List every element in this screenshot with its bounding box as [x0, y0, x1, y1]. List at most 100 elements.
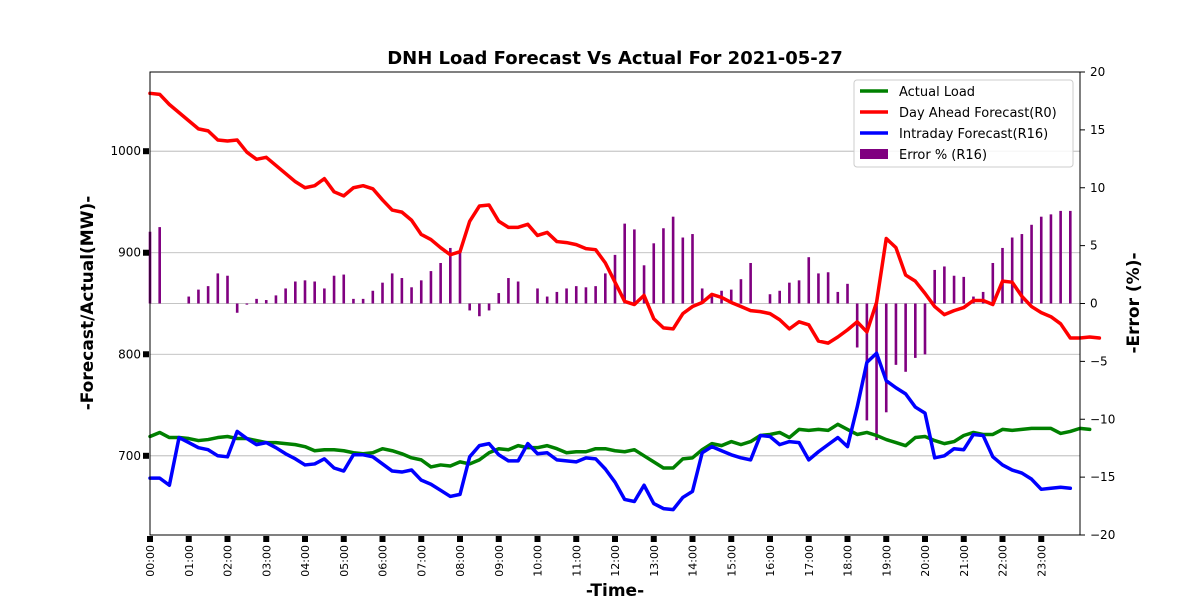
error-bar	[729, 289, 733, 304]
x-tick-mark	[379, 536, 386, 542]
error-bar	[1059, 210, 1062, 304]
error-bar	[313, 281, 316, 304]
legend-label: Intraday Forecast(R16)	[899, 127, 1048, 142]
error-bar	[691, 234, 694, 304]
x-tick-mark	[263, 536, 270, 542]
y-tick-mark	[143, 452, 149, 459]
y-tick-label: 800	[118, 347, 141, 361]
x-tick-mark	[418, 536, 425, 542]
x-tick-mark	[534, 536, 541, 542]
error-bar	[332, 275, 336, 304]
x-tick-label: 12:00	[609, 545, 622, 577]
x-tick-label: 04:00	[299, 545, 312, 577]
error-bar	[662, 228, 665, 304]
error-bar	[594, 286, 597, 304]
x-tick-mark	[457, 536, 463, 542]
error-bar	[545, 296, 549, 304]
error-bar	[943, 266, 946, 304]
left-axis-ticks: 700 800 900 1000	[110, 144, 149, 463]
error-bar	[739, 279, 743, 304]
grid-lines	[150, 150, 1080, 457]
y-axis-label: -Forecast/Actual(MW)-	[78, 196, 98, 411]
error-bar	[788, 282, 791, 304]
error-bar	[1039, 216, 1043, 304]
error-bar	[274, 295, 278, 304]
error-bar	[555, 291, 559, 304]
error-bar	[623, 223, 626, 304]
error-bar	[1001, 247, 1004, 304]
legend-swatch	[860, 149, 888, 159]
error-bar	[855, 303, 859, 348]
x-tick-label: 16:00	[764, 545, 777, 577]
error-bars	[148, 210, 1072, 441]
line-intraday-forecast-r16	[148, 351, 1073, 512]
error-bar	[933, 269, 936, 304]
x-tick-mark	[573, 536, 580, 542]
x-tick-label: 05:00	[338, 545, 351, 577]
x-tick-label: 01:00	[183, 545, 196, 577]
x-axis-ticks: 00:00 01:00 02:00 03:00 04:00 05:00 06:00 07:00…	[144, 536, 1048, 577]
y2-tick-label: −15	[1090, 470, 1115, 484]
y2-tick-label: 5	[1090, 239, 1098, 253]
error-bar	[875, 303, 878, 441]
error-bar	[400, 278, 404, 304]
x-tick-label: 14:00	[687, 545, 700, 577]
error-bar	[371, 290, 375, 304]
x-tick-mark	[495, 536, 502, 542]
x-tick-label: 03:00	[260, 545, 273, 577]
error-bar	[449, 247, 452, 304]
y-tick-label: 900	[118, 246, 141, 260]
error-bar	[952, 275, 956, 304]
x-tick-mark	[728, 536, 735, 542]
x-tick-mark	[147, 536, 153, 542]
y-tick-mark	[143, 351, 149, 358]
error-bar	[797, 280, 801, 304]
x-tick-mark	[302, 536, 308, 542]
x-tick-label: 17:00	[803, 545, 816, 577]
error-bar	[604, 273, 607, 304]
error-bar	[323, 288, 326, 304]
x-tick-mark	[999, 536, 1006, 542]
x-tick-mark	[767, 536, 773, 542]
error-bar	[419, 280, 423, 304]
x-tick-mark	[805, 536, 812, 542]
error-bar	[914, 303, 917, 358]
y-tick-label: 1000	[110, 144, 141, 158]
legend-label: Day Ahead Forecast(R0)	[899, 106, 1057, 121]
error-bar	[245, 303, 249, 305]
error-bar	[284, 288, 287, 304]
x-tick-label: 02:00	[222, 545, 235, 577]
error-bar	[255, 298, 258, 304]
error-bar	[807, 257, 811, 304]
x-tick-label: 06:00	[377, 545, 390, 577]
x-tick-mark	[224, 536, 231, 542]
error-bar	[981, 291, 985, 304]
error-bar	[1049, 214, 1053, 304]
x-tick-label: 15:00	[725, 545, 738, 577]
y2-tick-label: 10	[1090, 181, 1105, 195]
error-bar	[836, 291, 840, 304]
error-bar	[507, 278, 510, 304]
error-bar	[352, 298, 355, 304]
y2-tick-label: −20	[1090, 528, 1115, 542]
error-bar	[226, 275, 229, 304]
error-bar	[206, 286, 210, 304]
error-bar	[1030, 224, 1033, 304]
error-bar	[778, 290, 781, 304]
chart-title: DNH Load Forecast Vs Actual For 2021-05-…	[387, 48, 843, 69]
legend-label: Actual Load	[899, 85, 975, 100]
legend: Actual Load Day Ahead Forecast(R0) Intrada…	[853, 79, 1074, 168]
y-tick-mark	[143, 249, 149, 256]
line-actual-load	[148, 422, 1092, 470]
x-tick-mark	[650, 536, 657, 542]
error-bar	[216, 273, 220, 304]
error-bar	[497, 293, 501, 304]
error-bar	[642, 265, 646, 304]
x-tick-mark	[1038, 536, 1045, 542]
x-tick-mark	[689, 536, 696, 542]
x-tick-label: 08:00	[454, 545, 467, 577]
error-bar	[894, 303, 898, 365]
error-bar	[817, 273, 820, 304]
x-tick-mark	[922, 536, 928, 542]
